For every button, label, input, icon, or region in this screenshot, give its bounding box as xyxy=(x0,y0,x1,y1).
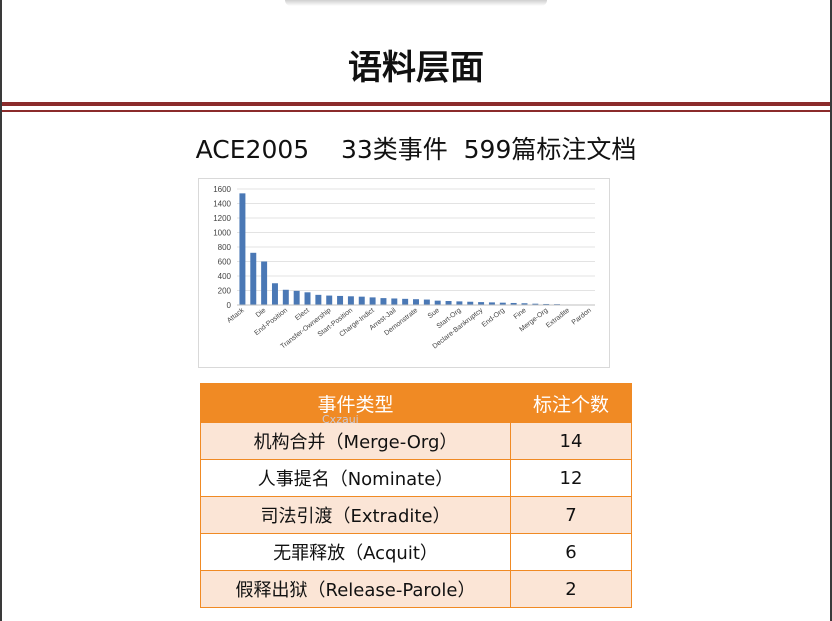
x-tick-label: Fine xyxy=(513,307,528,321)
table-header-row: 事件类型 标注个数 xyxy=(200,383,632,423)
event-count-table: 事件类型 标注个数 机构合并（Merge-Org） 14 人事提名（Nomina… xyxy=(200,383,632,608)
y-tick-label: 800 xyxy=(218,243,232,252)
event-type-cell: 无罪释放（Acquit） xyxy=(200,533,511,571)
title-rule-thick xyxy=(2,102,830,106)
bar xyxy=(532,303,539,305)
x-tick-label: Elect xyxy=(294,307,311,322)
slide-subtitle: ACE2005 33类事件 599篇标注文档 xyxy=(195,135,637,164)
bar xyxy=(239,193,246,305)
header-annotation-count: 标注个数 xyxy=(510,383,632,423)
x-tick-label: End-Org xyxy=(481,307,506,329)
top-tab-shadow xyxy=(285,0,547,6)
bar xyxy=(510,302,517,305)
bar xyxy=(456,301,463,305)
bar xyxy=(423,299,430,305)
bar xyxy=(434,300,441,305)
table-row: 无罪释放（Acquit） 6 xyxy=(200,533,632,571)
y-tick-label: 0 xyxy=(227,301,232,310)
count-cell: 2 xyxy=(510,570,632,608)
event-type-cell: 假释出狱（Release-Parole） xyxy=(200,570,511,608)
y-tick-label: 400 xyxy=(218,272,232,281)
y-tick-label: 1600 xyxy=(213,185,231,194)
table-row: 司法引渡（Extradite） 7 xyxy=(200,496,632,534)
event-distribution-chart: 0 200 400 600 800 1000 1200 1400 1600 Attack Die En… xyxy=(198,178,610,368)
bar xyxy=(380,298,387,305)
event-type-cell: 人事提名（Nominate） xyxy=(200,459,511,497)
bar xyxy=(445,301,452,305)
bar xyxy=(315,294,322,305)
y-tick-label: 1400 xyxy=(213,200,231,209)
watermark-text: Cxzaui xyxy=(322,413,359,426)
x-tick-label: Sue xyxy=(427,307,441,320)
bar xyxy=(293,290,300,305)
bar xyxy=(326,295,333,305)
event-type-cell: 机构合并（Merge-Org） xyxy=(200,422,511,460)
bar xyxy=(391,298,398,305)
left-border xyxy=(0,0,2,621)
bar xyxy=(304,292,311,305)
bar xyxy=(467,301,474,305)
right-border xyxy=(830,0,832,621)
bar xyxy=(488,302,495,305)
bar xyxy=(499,302,506,305)
y-tick-label: 200 xyxy=(218,287,232,296)
bar xyxy=(369,297,376,305)
title-rule-thin xyxy=(2,110,830,112)
bar xyxy=(347,296,354,305)
table-row: 假释出狱（Release-Parole） 2 xyxy=(200,570,632,608)
count-cell: 6 xyxy=(510,533,632,571)
bar xyxy=(543,303,550,305)
bar xyxy=(337,295,344,305)
count-cell: 12 xyxy=(510,459,632,497)
bar xyxy=(358,296,365,305)
slide-title: 语料层面 xyxy=(348,48,484,88)
table-row: 机构合并（Merge-Org） 14 xyxy=(200,422,632,460)
bar xyxy=(261,261,268,305)
bar xyxy=(521,303,528,305)
bar xyxy=(413,299,419,305)
y-tick-label: 600 xyxy=(218,258,232,267)
bar xyxy=(402,298,409,305)
x-tick-label: Pardon xyxy=(571,307,593,326)
x-tick-label: Extradite xyxy=(545,307,571,330)
bar xyxy=(478,302,485,305)
y-tick-label: 1200 xyxy=(213,214,231,223)
table-row: 人事提名（Nominate） 12 xyxy=(200,459,632,497)
event-type-cell: 司法引渡（Extradite） xyxy=(200,496,511,534)
x-tick-label: Die xyxy=(255,307,268,319)
count-cell: 7 xyxy=(510,496,632,534)
bar xyxy=(282,289,289,305)
y-tick-label: 1000 xyxy=(213,229,231,238)
header-event-type: 事件类型 xyxy=(200,383,511,423)
bar xyxy=(250,252,257,305)
bar xyxy=(271,283,278,305)
count-cell: 14 xyxy=(510,422,632,460)
